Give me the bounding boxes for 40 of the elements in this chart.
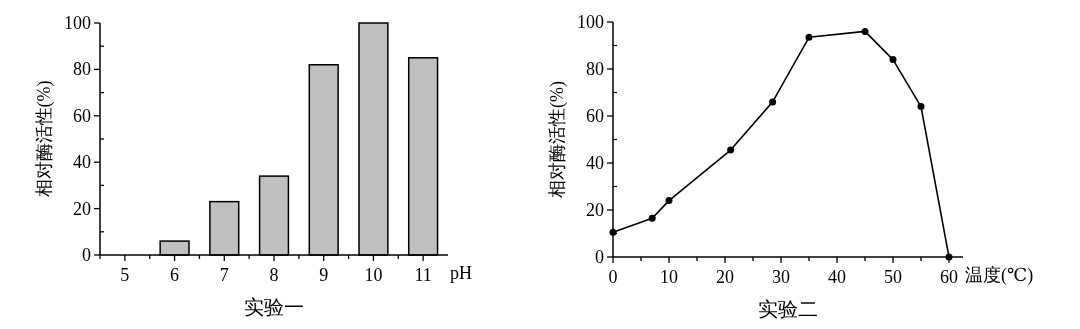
- x-tick-label: 8: [269, 265, 279, 285]
- y-axis-title: 相对酶活性(%): [34, 80, 55, 198]
- point: [727, 146, 735, 154]
- x-tick-label: 10: [660, 267, 678, 287]
- x-axis-title: 温度(℃): [965, 265, 1034, 286]
- point: [769, 98, 777, 106]
- point: [861, 27, 869, 35]
- x-tick-label: 5: [120, 265, 130, 285]
- point: [648, 214, 656, 222]
- y-tick-label: 20: [586, 200, 604, 220]
- point: [665, 197, 673, 205]
- x-tick-label: 50: [884, 267, 902, 287]
- y-tick-label: 40: [73, 152, 91, 173]
- text: 实验一: [244, 296, 304, 318]
- x-tick-label: 6: [170, 265, 180, 285]
- y-tick-label: 60: [73, 105, 91, 126]
- x-axis-title: pH: [450, 263, 472, 283]
- x-tick-label: 60: [940, 267, 958, 287]
- y-tick-label: 80: [586, 59, 604, 79]
- text: 实验二: [758, 298, 818, 320]
- y-tick-label: 80: [73, 59, 91, 80]
- x-tick-label: 10: [364, 265, 383, 285]
- x-tick-label: 9: [319, 265, 329, 285]
- x-tick-label: 30: [772, 267, 790, 287]
- x-tick-label: 11: [414, 265, 432, 285]
- x-tick-label: 40: [828, 267, 846, 287]
- y-axis-title: 相对酶活性(%): [547, 81, 568, 198]
- point: [917, 103, 925, 111]
- y-tick-label: 100: [64, 13, 91, 33]
- x-tick-label: 20: [716, 267, 734, 287]
- x-tick-label: 7: [219, 265, 229, 285]
- y-tick-label: 0: [82, 245, 91, 265]
- point: [889, 56, 897, 64]
- y-tick-label: 60: [586, 106, 604, 126]
- y-tick-label: 0: [595, 247, 604, 267]
- y-tick-label: 100: [577, 12, 604, 32]
- point: [805, 33, 813, 41]
- x-tick-label: 0: [608, 267, 618, 287]
- y-tick-label: 40: [586, 153, 604, 173]
- y-tick-label: 20: [73, 198, 91, 219]
